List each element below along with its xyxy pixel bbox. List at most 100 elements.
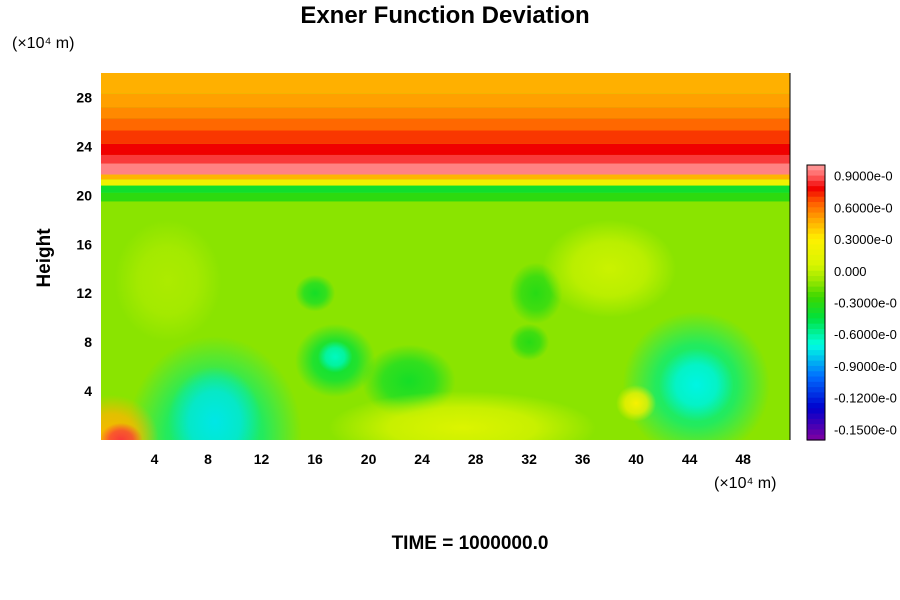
field-anomaly <box>114 219 222 343</box>
colorbar-label: 0.3000e-0 <box>834 232 893 247</box>
colorbar-swatch <box>807 392 825 399</box>
colorbar-label: -0.6000e-0 <box>834 327 897 342</box>
field-anomaly <box>328 391 596 440</box>
field-anomalies <box>101 219 770 440</box>
field-band <box>101 179 790 186</box>
colorbar-swatch <box>807 381 825 388</box>
field-band <box>101 163 790 175</box>
x-tick-label: 8 <box>204 451 212 467</box>
colorbar-swatch <box>807 313 825 319</box>
colorbar-swatch <box>807 323 825 330</box>
colorbar-swatch <box>807 434 825 441</box>
colorbar-swatch <box>807 244 825 251</box>
x-tick-label: 12 <box>254 451 270 467</box>
x-tick-label: 48 <box>735 451 751 467</box>
colorbar-swatch <box>807 286 825 293</box>
field-anomaly <box>167 366 262 440</box>
colorbar-label: -0.1500e-0 <box>834 422 897 437</box>
colorbar-swatch <box>807 212 825 219</box>
colorbar-swatch <box>807 302 825 309</box>
x-tick-label: 40 <box>628 451 644 467</box>
field-band <box>101 118 790 131</box>
colorbar-swatch <box>807 408 825 415</box>
colorbar-label: -0.1200e-0 <box>834 391 897 406</box>
field-band <box>101 174 790 180</box>
colorbar-swatch <box>807 265 825 272</box>
colorbar-label: -0.3000e-0 <box>834 296 897 311</box>
colorbar-label: -0.9000e-0 <box>834 359 897 374</box>
colorbar-swatch <box>807 270 825 277</box>
y-tick-label: 24 <box>76 138 92 154</box>
colorbar-swatch <box>807 424 825 431</box>
colorbar-swatch <box>807 344 825 351</box>
colorbar-swatch <box>807 239 825 245</box>
x-tick-label: 16 <box>307 451 323 467</box>
field-anomaly <box>317 340 353 373</box>
colorbar-swatch <box>807 418 825 425</box>
colorbar-swatch <box>807 328 825 335</box>
chart-title: Exner Function Deviation <box>300 2 589 29</box>
field-anomaly <box>101 422 143 440</box>
field-band <box>101 185 790 193</box>
y-tick-label: 28 <box>76 89 92 105</box>
colorbar-swatch <box>807 191 825 198</box>
y-axis-label: Height <box>34 228 55 288</box>
field-band <box>101 93 790 108</box>
y-tick-label: 20 <box>76 187 92 203</box>
colorbar-swatch <box>807 165 825 171</box>
field-band <box>101 107 790 119</box>
colorbar-swatch <box>807 413 825 420</box>
colorbar-swatch <box>807 249 825 256</box>
colorbar-swatch <box>807 365 825 372</box>
field-band <box>101 143 790 155</box>
colorbar-swatch <box>807 397 825 404</box>
x-tick-label: 44 <box>682 451 698 467</box>
colorbar-swatch <box>807 350 825 356</box>
x-tick-label: 20 <box>361 451 377 467</box>
field-band <box>101 130 790 144</box>
time-footer: TIME = 1000000.0 <box>392 533 549 554</box>
y-tick-label: 4 <box>84 383 92 399</box>
colorbar-swatch <box>807 196 825 203</box>
field-anomaly <box>616 384 657 422</box>
colorbar-swatch <box>807 371 825 378</box>
colorbar-swatch <box>807 180 825 187</box>
colorbar-swatch <box>807 387 825 394</box>
field-anomaly <box>658 348 734 422</box>
colorbar-swatch <box>807 207 825 214</box>
colorbar-swatch <box>807 260 825 267</box>
colorbar-swatch <box>807 402 825 409</box>
field-anomaly <box>509 323 550 361</box>
y-unit-label: (×10⁴ m) <box>12 35 74 52</box>
colorbar-label: 0.9000e-0 <box>834 169 893 184</box>
colorbar-swatch <box>807 276 825 282</box>
colorbar-swatch <box>807 376 825 383</box>
colorbar-swatch <box>807 233 825 240</box>
y-tick-label: 12 <box>76 285 92 301</box>
x-tick-label: 36 <box>575 451 591 467</box>
colorbar-swatch <box>807 170 825 177</box>
colorbar-label: 0.6000e-0 <box>834 200 893 215</box>
x-tick-label: 24 <box>414 451 430 467</box>
colorbar-swatch <box>807 297 825 304</box>
field-anomaly <box>294 274 336 312</box>
colorbar-swatch <box>807 339 825 346</box>
field-band <box>101 154 790 164</box>
x-tick-label: 32 <box>521 451 537 467</box>
field-anomaly <box>542 219 677 318</box>
y-tick-label: 8 <box>84 334 92 350</box>
colorbar-frame <box>806 164 826 441</box>
colorbar-swatch <box>807 318 825 325</box>
colorbar-swatch <box>807 254 825 261</box>
colorbar-swatch <box>807 217 825 224</box>
x-tick-label: 28 <box>468 451 484 467</box>
colorbar-swatch <box>807 175 825 182</box>
colorbar: 0.9000e-0 0.6000e-0 0.3000e-0 0.000 -0.3000e… <box>806 164 897 441</box>
x-unit-label: (×10⁴ m) <box>714 475 776 492</box>
colorbar-swatch <box>807 281 825 288</box>
colorbar-swatch <box>807 355 825 362</box>
colorbar-label: 0.000 <box>834 264 867 279</box>
